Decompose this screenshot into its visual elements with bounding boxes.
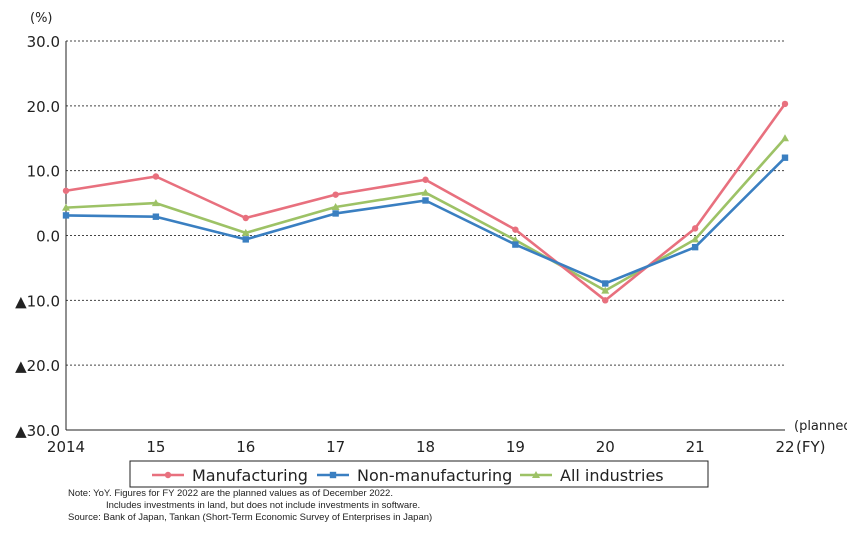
data-point — [422, 197, 429, 204]
data-point — [242, 236, 249, 243]
x-tick-label: 17 — [326, 438, 345, 456]
data-point — [691, 225, 699, 232]
planned-note: (planned) — [794, 419, 847, 434]
legend: Manufacturing Non-manufacturing All indust… — [129, 460, 709, 488]
data-point — [242, 214, 249, 222]
x-unit-label: (FY) — [796, 438, 826, 456]
data-point — [332, 191, 339, 198]
y-tick-label: ▲30.0 — [15, 422, 60, 440]
source-line: Source: Bank of Japan, Tankan (Short-Ter… — [68, 512, 433, 523]
data-point — [781, 134, 789, 142]
axes — [65, 41, 785, 431]
legend-box — [129, 460, 709, 488]
legend-label: Non-manufacturing — [357, 466, 512, 485]
data-point — [602, 280, 609, 287]
data-point — [601, 286, 610, 294]
legend-label: Manufacturing — [192, 466, 308, 485]
x-tick-label: 18 — [416, 438, 435, 456]
data-point — [511, 236, 520, 244]
data-point — [512, 241, 519, 248]
y-tick-label: ▲10.0 — [15, 292, 60, 310]
x-tick-label: 21 — [686, 438, 705, 456]
series-line — [65, 137, 786, 292]
legend-marker — [329, 471, 337, 479]
x-tick-label: 20 — [596, 438, 615, 456]
series-group — [62, 100, 789, 304]
data-point — [62, 187, 70, 194]
legend-marker — [164, 471, 172, 479]
x-tick-label: 22 — [775, 438, 794, 456]
y-tick-label: ▲20.0 — [15, 357, 60, 375]
x-tick-label: 15 — [146, 438, 165, 456]
x-tick-label: 19 — [506, 438, 525, 456]
data-point — [602, 297, 609, 304]
x-tick-label: 16 — [236, 438, 255, 456]
y-tick-label: 0.0 — [36, 228, 60, 246]
series-all-industries — [62, 134, 789, 294]
y-unit-label: (%) — [30, 11, 53, 26]
data-point — [151, 199, 160, 207]
y-tick-label: 20.0 — [27, 98, 60, 116]
data-point — [241, 228, 250, 236]
data-point — [422, 176, 429, 183]
data-point — [152, 173, 160, 180]
series-manufacturing — [62, 100, 789, 304]
y-tick-label: 10.0 — [27, 163, 60, 181]
notes: Note: YoY. Figures for FY 2022 are the p… — [68, 488, 432, 524]
note-line-2: Includes investments in land, but does n… — [106, 500, 421, 511]
data-point — [781, 154, 789, 161]
note-line-1: Note: YoY. Figures for FY 2022 are the p… — [68, 488, 393, 499]
data-point — [421, 188, 430, 196]
legend-label: All industries — [560, 466, 664, 485]
x-tick-label: 2014 — [47, 438, 85, 456]
data-point — [512, 226, 519, 233]
series-non-manufacturing — [62, 154, 789, 287]
y-tick-label: 30.0 — [27, 33, 60, 51]
data-point — [152, 213, 160, 220]
data-point — [691, 243, 699, 251]
data-point — [332, 210, 339, 217]
y-axis-labels: 30.0 20.0 10.0 0.0 ▲10.0 ▲20.0 ▲30.0 — [15, 33, 60, 440]
data-point — [62, 203, 70, 211]
data-point — [781, 100, 789, 108]
data-point — [331, 202, 340, 210]
data-point — [691, 235, 700, 243]
data-point — [62, 212, 70, 219]
x-axis-labels: 2014 15 16 17 18 19 20 21 22 — [47, 438, 795, 456]
legend-marker — [532, 471, 540, 478]
